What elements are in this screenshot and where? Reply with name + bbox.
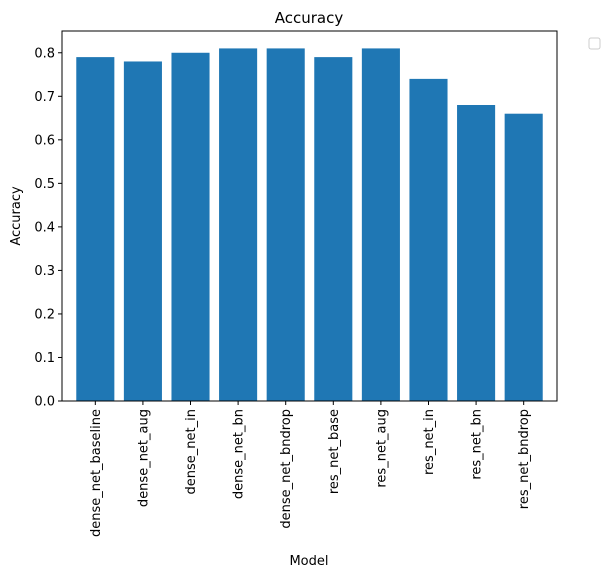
plot-frame xyxy=(61,30,558,402)
legend-box xyxy=(588,37,601,50)
x-tick-label: dense_net_in xyxy=(184,409,199,494)
x-tick-label: dense_net_bn xyxy=(232,409,247,499)
bar-dense_net_bndrop xyxy=(266,48,305,401)
bar-dense_net_in xyxy=(171,52,210,401)
y-tick-label: 0.1 xyxy=(34,351,55,366)
x-tick-label: res_net_aug xyxy=(374,409,389,488)
bar-res_net_bndrop xyxy=(504,113,543,402)
bar-res_net_bn xyxy=(457,105,496,401)
x-tick-label: dense_net_baseline xyxy=(89,409,104,537)
bars-group xyxy=(76,48,543,402)
x-axis-title: Model xyxy=(289,554,328,569)
y-tick-label: 0.7 xyxy=(34,90,55,105)
y-tick-label: 0.0 xyxy=(34,395,55,410)
bar-res_net_in xyxy=(409,78,448,401)
bar-dense_net_aug xyxy=(123,61,162,402)
bar-dense_net_baseline xyxy=(76,57,115,401)
bar-res_net_base xyxy=(314,57,353,401)
y-tick-label: 0.5 xyxy=(34,177,55,192)
y-tick-label: 0.8 xyxy=(34,46,55,61)
y-axis-ticks: 0.0 0.1 0.2 0.3 0.4 0.5 0.6 0.7 0.8 xyxy=(34,46,62,410)
x-axis-ticks: dense_net_baseline dense_net_aug dense_net… xyxy=(89,401,532,537)
x-tick-label: dense_net_bndrop xyxy=(279,409,294,529)
y-axis-title: Accuracy xyxy=(9,186,24,246)
x-tick-label: res_net_base xyxy=(327,409,342,494)
y-tick-label: 0.6 xyxy=(34,133,55,148)
bar-res_net_aug xyxy=(361,48,400,401)
x-tick-label: dense_net_aug xyxy=(136,409,151,507)
y-tick-label: 0.2 xyxy=(34,307,55,322)
bar-dense_net_bn xyxy=(219,48,258,401)
y-tick-label: 0.3 xyxy=(34,264,55,279)
x-tick-label: res_net_bn xyxy=(470,409,485,480)
x-tick-label: res_net_bndrop xyxy=(517,409,532,509)
x-tick-label: res_net_in xyxy=(422,409,437,475)
chart-title: Accuracy xyxy=(275,9,344,27)
y-tick-label: 0.4 xyxy=(34,220,55,235)
